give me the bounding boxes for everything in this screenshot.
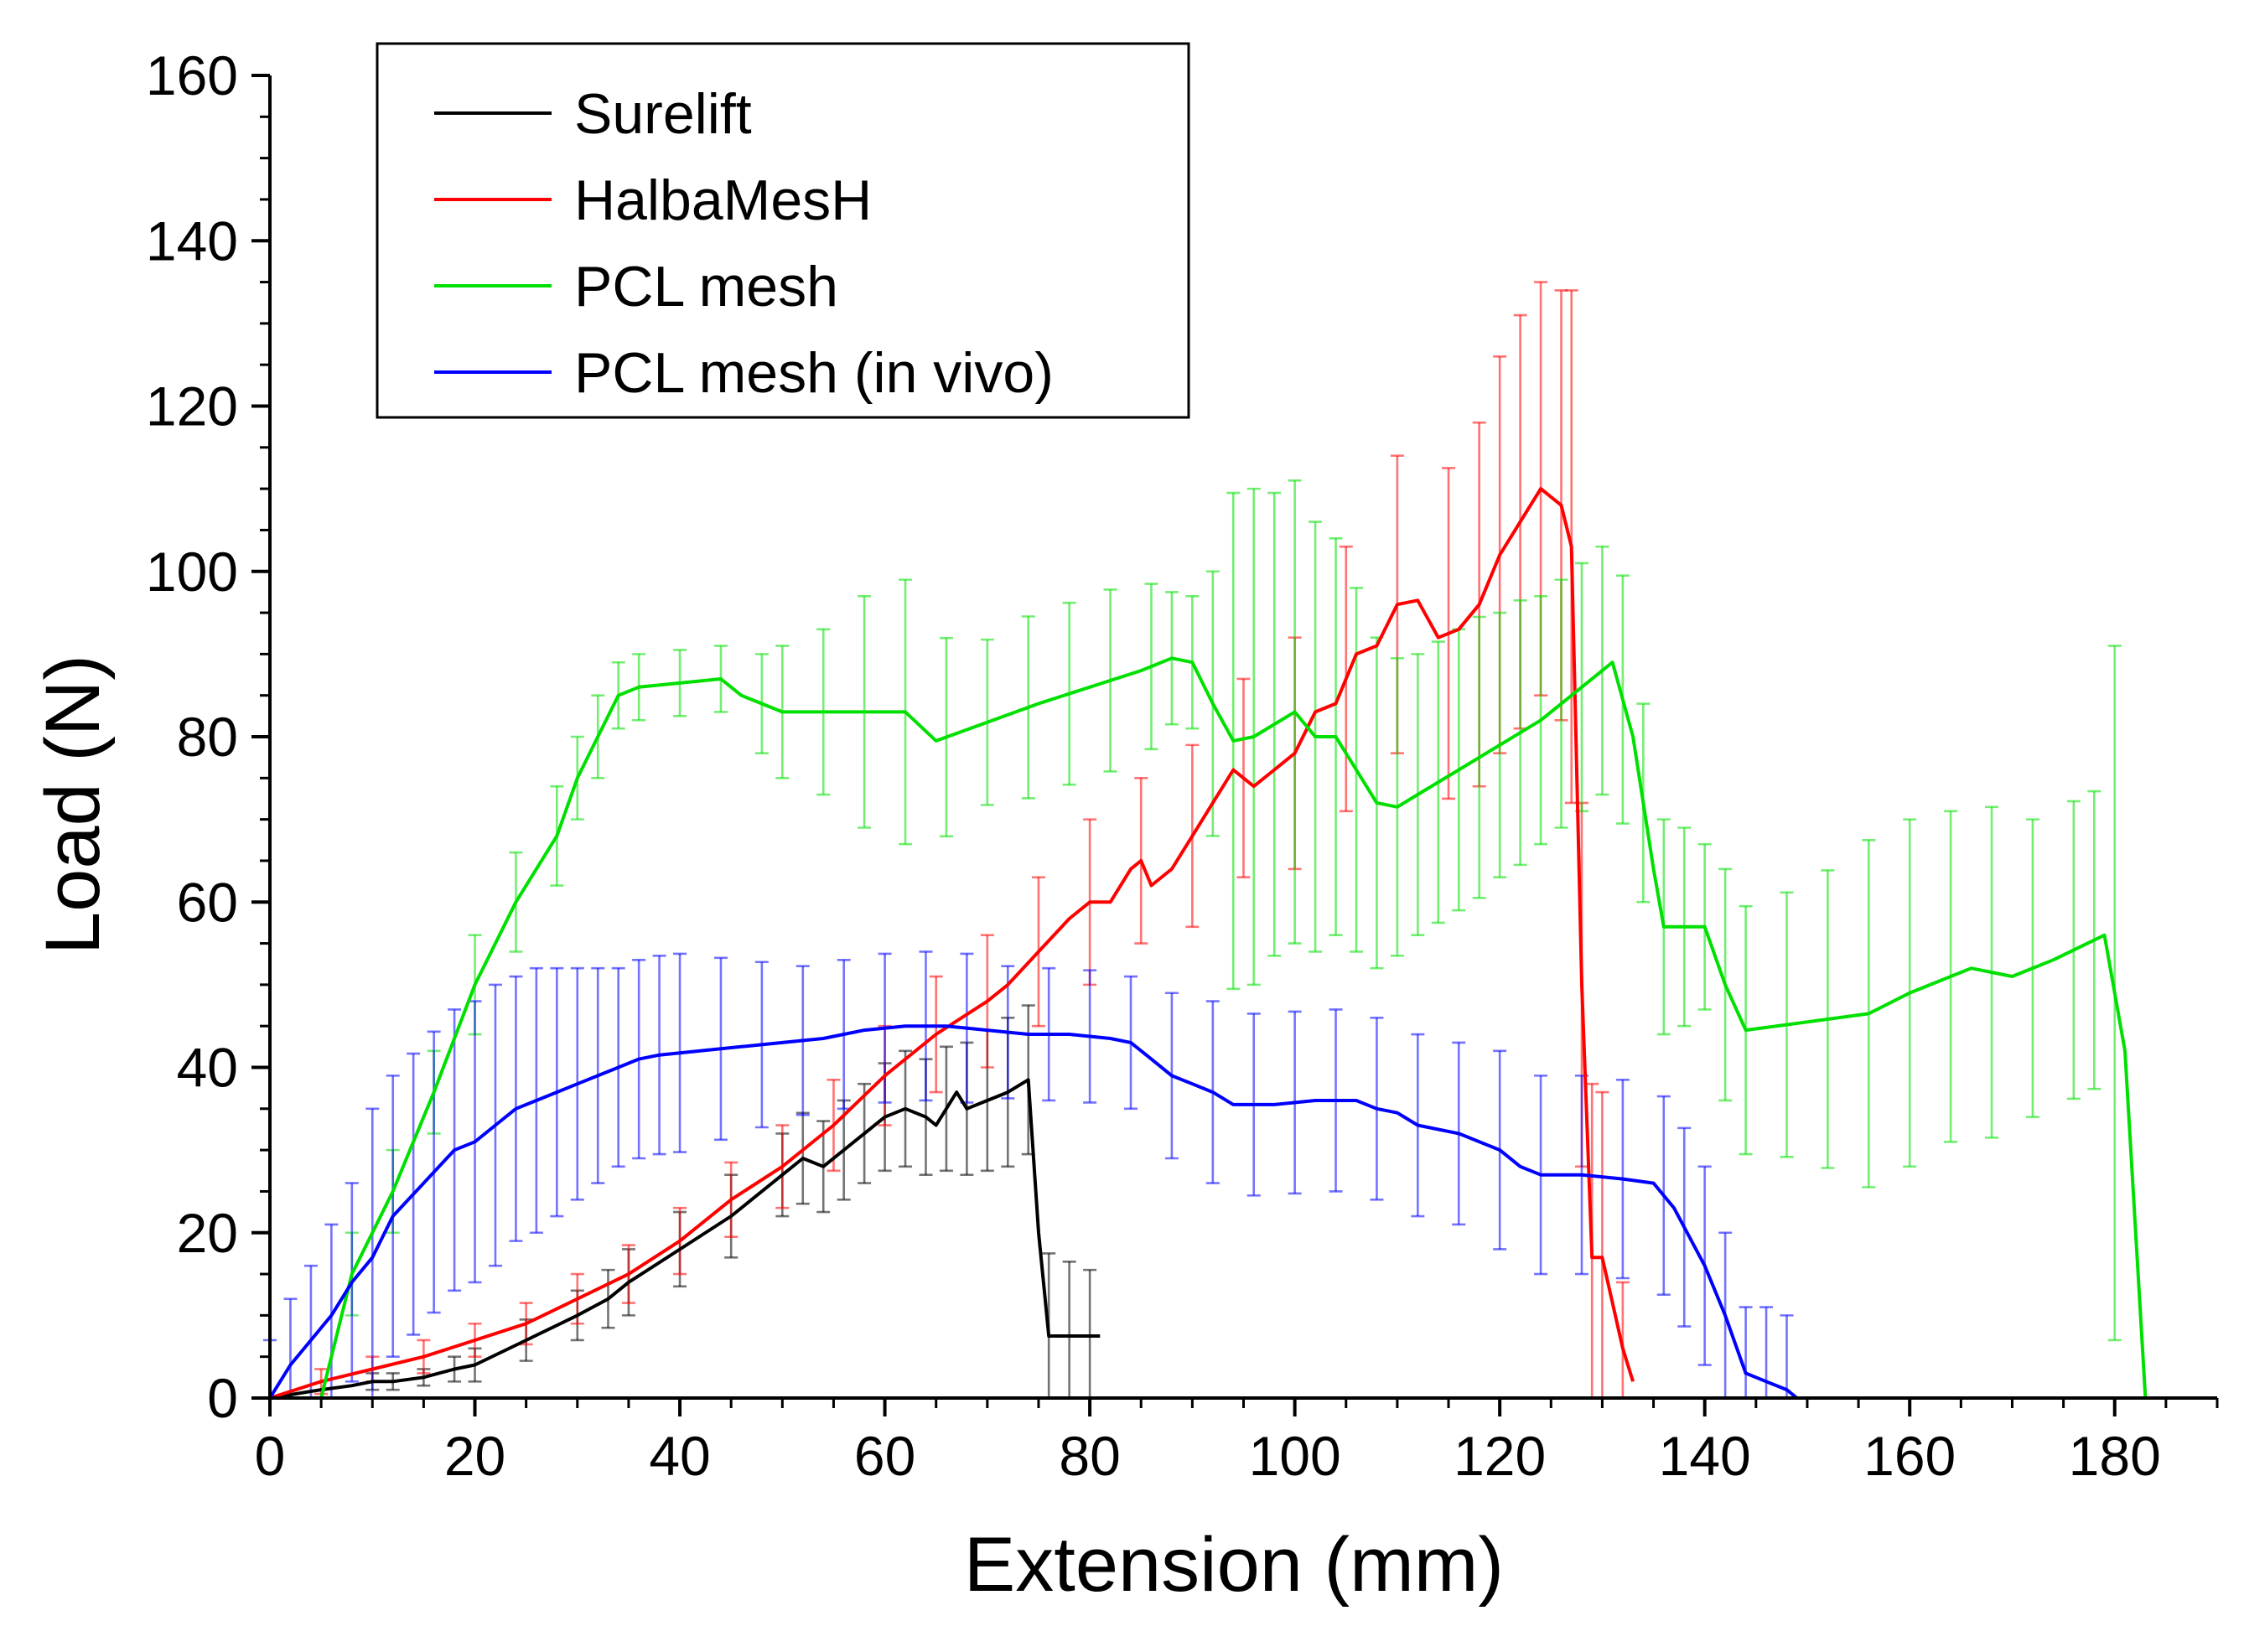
x-axis-title: Extension (mm)	[964, 1522, 1504, 1608]
y-tick-label: 40	[177, 1037, 238, 1099]
legend-label: PCL mesh	[574, 255, 838, 318]
error-bar	[1062, 1260, 1076, 1400]
axes: 0 20 40 60 80 100 120 140 160 180 0 20 40 60 80 100 120 1…	[146, 44, 2219, 1487]
error-bar	[283, 1297, 298, 1400]
series-line-pcl-mesh-in-vivo	[268, 1024, 1798, 1400]
x-tick-label: 40	[649, 1425, 710, 1487]
error-bars-pcl-mesh	[345, 479, 2122, 1342]
y-tick-label: 160	[146, 44, 238, 106]
y-tick-label: 60	[177, 871, 238, 933]
y-axis-title: Load (N)	[30, 655, 116, 955]
y-tick-label: 80	[177, 706, 238, 768]
error-bar	[1615, 1281, 1630, 1400]
series-line-halbamesh	[269, 487, 1635, 1400]
x-tick-label: 120	[1454, 1425, 1546, 1487]
error-bars-pcl-mesh-in-vivo	[263, 950, 1794, 1400]
error-bar	[1780, 1314, 1794, 1400]
error-bar	[365, 1107, 380, 1400]
legend: Surelift HalbaMesH PCL mesh PCL mesh (in vi…	[376, 42, 1190, 419]
x-tick-label: 140	[1659, 1425, 1751, 1487]
legend-entry-surelift: Surelift	[434, 82, 752, 146]
x-tick-label: 160	[1863, 1425, 1956, 1487]
legend-entry-pcl-mesh: PCL mesh	[434, 255, 838, 318]
x-tick-label: 100	[1249, 1425, 1341, 1487]
y-tick-label: 100	[146, 541, 238, 603]
legend-entry-pcl-mesh-in-vivo: PCL mesh (in vivo)	[434, 341, 1054, 405]
y-tick-label: 20	[177, 1202, 238, 1264]
y-tick-label: 140	[146, 210, 238, 272]
error-bar	[1595, 1090, 1609, 1400]
legend-label: Surelift	[574, 82, 752, 146]
x-tick-label: 60	[854, 1425, 915, 1487]
x-tick-label: 20	[444, 1425, 505, 1487]
error-bar	[1739, 1306, 1753, 1400]
x-tick-label: 80	[1059, 1425, 1120, 1487]
error-bar	[1083, 1268, 1097, 1400]
series-line-surelift	[269, 1078, 1101, 1400]
legend-entry-halbamesh: HalbaMesH	[434, 168, 872, 232]
x-tick-label: 0	[255, 1425, 286, 1487]
legend-label: HalbaMesH	[574, 168, 872, 232]
series-line-pcl-mesh	[270, 656, 2148, 1400]
y-tick-label: 0	[207, 1367, 238, 1429]
error-bars-halbamesh	[314, 281, 1630, 1400]
error-bars-layer	[263, 281, 2122, 1400]
series-lines-layer	[268, 487, 2148, 1400]
y-tick-label: 120	[146, 375, 238, 438]
legend-box	[376, 42, 1190, 419]
legend-label: PCL mesh (in vivo)	[574, 341, 1054, 405]
x-tick-label: 180	[2069, 1425, 2161, 1487]
